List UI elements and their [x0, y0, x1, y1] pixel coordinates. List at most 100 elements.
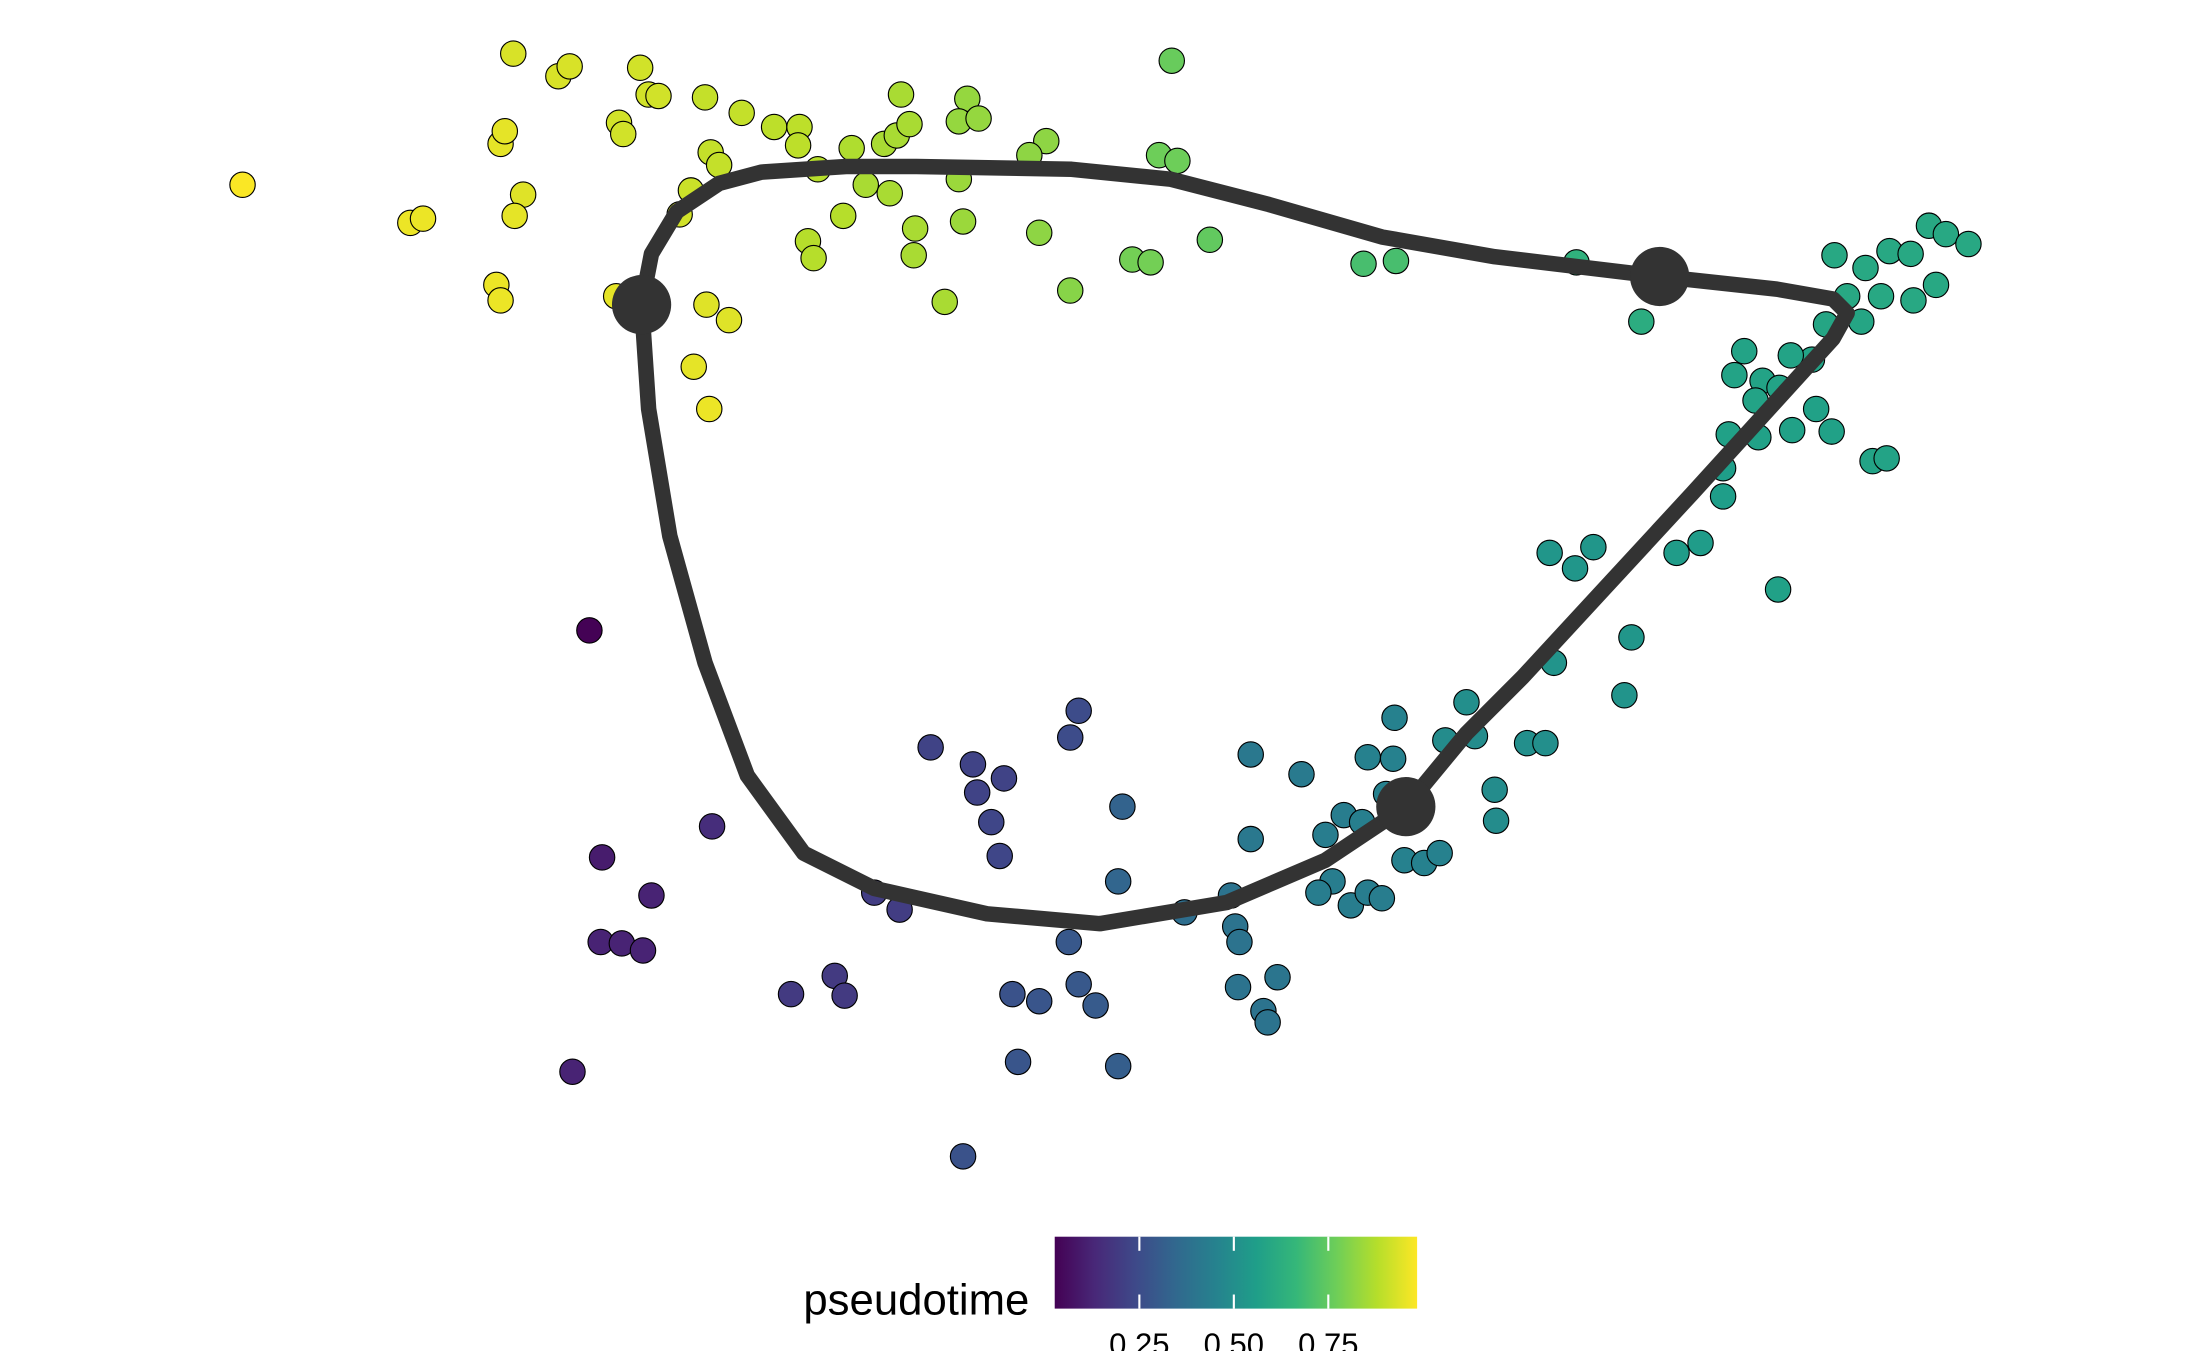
point — [1109, 793, 1136, 820]
point — [1379, 745, 1407, 772]
curve-node — [1376, 777, 1436, 837]
point — [1453, 689, 1480, 716]
colorbar-tick-label: 0.75 — [1298, 1327, 1358, 1351]
point — [559, 1058, 586, 1085]
point — [409, 205, 437, 232]
point — [1137, 249, 1164, 276]
point — [1778, 416, 1806, 444]
point — [1224, 973, 1252, 1001]
point — [990, 765, 1018, 792]
point — [1867, 282, 1895, 310]
point — [609, 120, 637, 148]
point — [693, 291, 720, 318]
point — [1821, 242, 1848, 269]
point — [965, 105, 992, 132]
point — [638, 882, 665, 909]
point — [1065, 697, 1092, 725]
point — [500, 40, 527, 67]
point — [887, 81, 915, 108]
point — [487, 287, 514, 314]
point — [1730, 337, 1758, 365]
point — [1082, 992, 1109, 1019]
point — [1350, 250, 1377, 278]
point — [691, 84, 719, 111]
point — [1288, 760, 1315, 788]
point — [715, 306, 743, 334]
point — [1777, 342, 1805, 369]
point — [1536, 539, 1563, 567]
point — [1004, 1048, 1032, 1076]
colorbar-tick-label: 0.50 — [1204, 1327, 1264, 1351]
point — [1932, 220, 1960, 248]
point — [1481, 776, 1508, 803]
point — [501, 202, 528, 230]
point — [1687, 529, 1714, 557]
legend-title: pseudotime — [803, 1276, 1029, 1325]
point — [1663, 539, 1690, 567]
point — [1354, 744, 1382, 771]
point — [645, 82, 672, 110]
point — [917, 734, 944, 761]
point — [760, 113, 788, 141]
point — [963, 779, 991, 806]
point — [1721, 361, 1748, 389]
point — [229, 171, 256, 199]
curve-node — [611, 275, 672, 335]
point — [1237, 825, 1264, 853]
point — [680, 353, 708, 380]
point — [852, 171, 880, 199]
point — [1164, 147, 1191, 175]
point — [1873, 445, 1900, 472]
point — [1382, 247, 1410, 275]
point — [1056, 724, 1084, 751]
point — [588, 844, 616, 871]
point — [949, 208, 977, 235]
point — [900, 242, 927, 269]
point — [1852, 254, 1879, 282]
point — [1237, 741, 1264, 768]
point — [959, 751, 987, 778]
point — [698, 813, 726, 840]
point — [1580, 533, 1607, 561]
point — [986, 842, 1013, 870]
point — [629, 937, 657, 964]
point — [1618, 624, 1645, 651]
point — [1025, 987, 1053, 1015]
point — [901, 215, 929, 242]
point — [829, 202, 857, 230]
curve-node — [1630, 246, 1690, 307]
point — [838, 134, 865, 162]
point — [1532, 729, 1559, 757]
point — [1196, 226, 1224, 254]
point — [1055, 928, 1083, 956]
point — [978, 808, 1005, 836]
point — [1312, 821, 1339, 849]
point — [1561, 555, 1589, 582]
point — [728, 99, 755, 127]
point — [999, 980, 1026, 1008]
point — [491, 117, 519, 145]
point — [1368, 885, 1396, 912]
point — [876, 180, 904, 207]
point — [1056, 277, 1084, 304]
point — [896, 110, 923, 138]
point — [1897, 240, 1924, 268]
point — [784, 132, 812, 159]
point — [1611, 681, 1638, 709]
point — [1482, 807, 1510, 834]
point — [1065, 971, 1092, 998]
point — [1104, 1052, 1132, 1080]
point — [1305, 879, 1332, 906]
point — [1226, 928, 1253, 956]
colorbar — [1054, 1236, 1418, 1309]
point — [800, 244, 827, 272]
point — [1264, 963, 1291, 991]
point — [1900, 287, 1927, 314]
point — [1802, 395, 1830, 423]
point — [949, 1143, 977, 1170]
point — [1104, 868, 1132, 895]
point — [1709, 483, 1737, 510]
point — [556, 53, 583, 80]
point — [1158, 47, 1186, 74]
